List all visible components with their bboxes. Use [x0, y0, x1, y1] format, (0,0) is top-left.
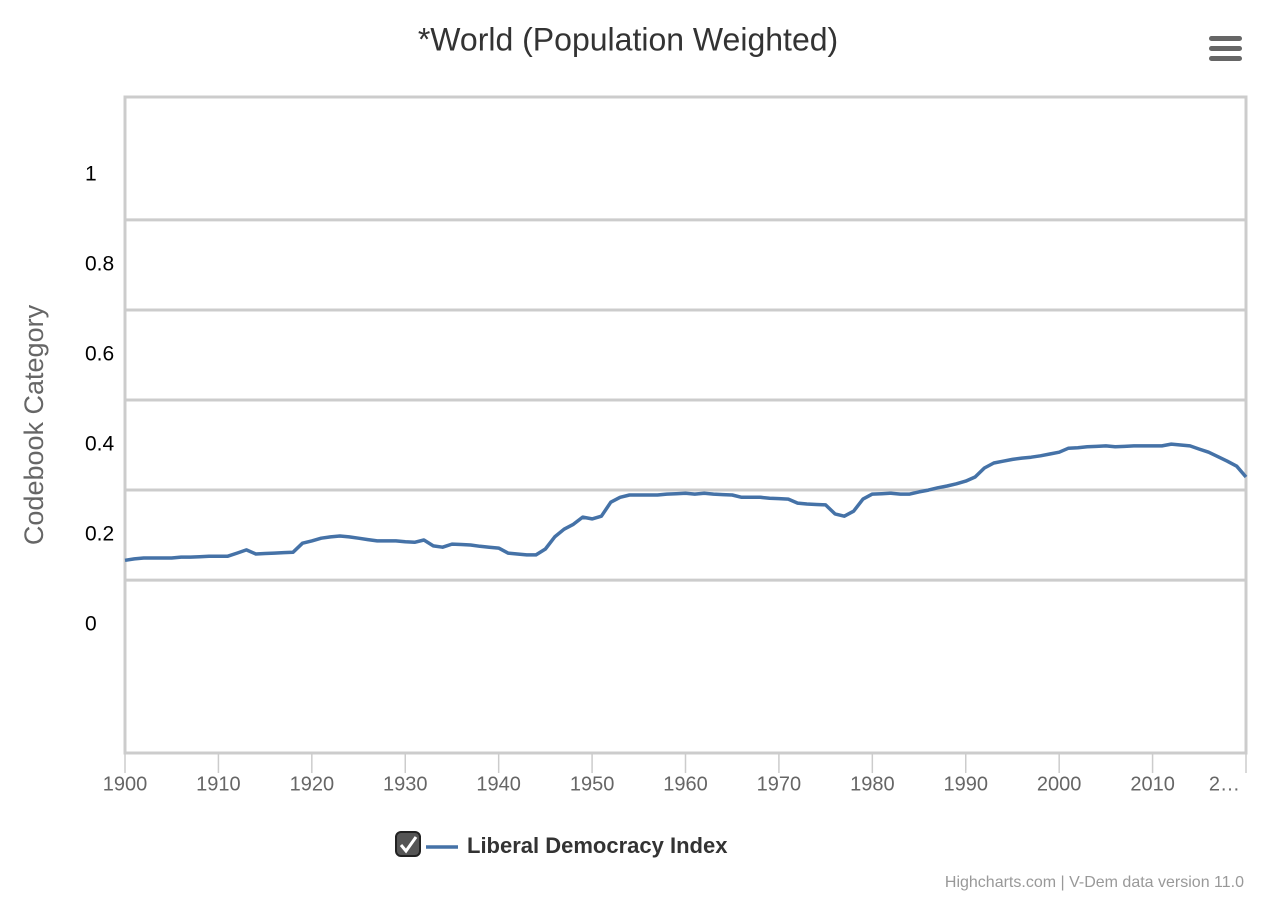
chart-title: *World (Population Weighted) — [418, 21, 838, 57]
x-tick-label: 1960 — [663, 773, 708, 795]
x-tick-label: 1930 — [383, 773, 428, 795]
x-tick-label: 1980 — [850, 773, 895, 795]
x-tick-label: 1900 — [103, 773, 148, 795]
menu-bar[interactable] — [1209, 56, 1242, 61]
x-tick-label: 2000 — [1037, 773, 1082, 795]
x-tick-label: 1920 — [290, 773, 335, 795]
y-tick-label: 0.8 — [85, 252, 114, 275]
legend-label: Liberal Democracy Index — [467, 833, 728, 858]
legend-item[interactable]: Liberal Democracy Index — [395, 831, 728, 858]
y-tick-label: 0.2 — [85, 523, 114, 546]
y-tick-label: 0 — [85, 613, 97, 636]
data-line — [124, 442, 1248, 563]
x-tick-label: 2010 — [1130, 773, 1175, 795]
y-axis-title: Codebook Category — [19, 304, 49, 545]
x-tick-label: 1990 — [944, 773, 989, 795]
menu-bar[interactable] — [1209, 46, 1242, 51]
y-tick-label: 0.4 — [85, 433, 115, 456]
check-mark — [399, 836, 418, 854]
y-tick-label: 0.6 — [85, 343, 114, 366]
credits[interactable]: Highcharts.com | V-Dem data version 11.0 — [945, 874, 1244, 891]
x-tick-label: 1940 — [476, 773, 521, 795]
plot-border — [123, 95, 1248, 755]
x-tick-label: 2… — [1209, 773, 1240, 795]
menu-button[interactable] — [1209, 36, 1242, 61]
x-tick-label: 1970 — [757, 773, 802, 795]
x-tick-label: 1910 — [196, 773, 241, 795]
x-tick-label: 1950 — [570, 773, 615, 795]
menu-bar[interactable] — [1209, 36, 1242, 41]
legend-checkbox[interactable] — [395, 831, 421, 857]
y-tick-label: 1 — [85, 162, 97, 185]
